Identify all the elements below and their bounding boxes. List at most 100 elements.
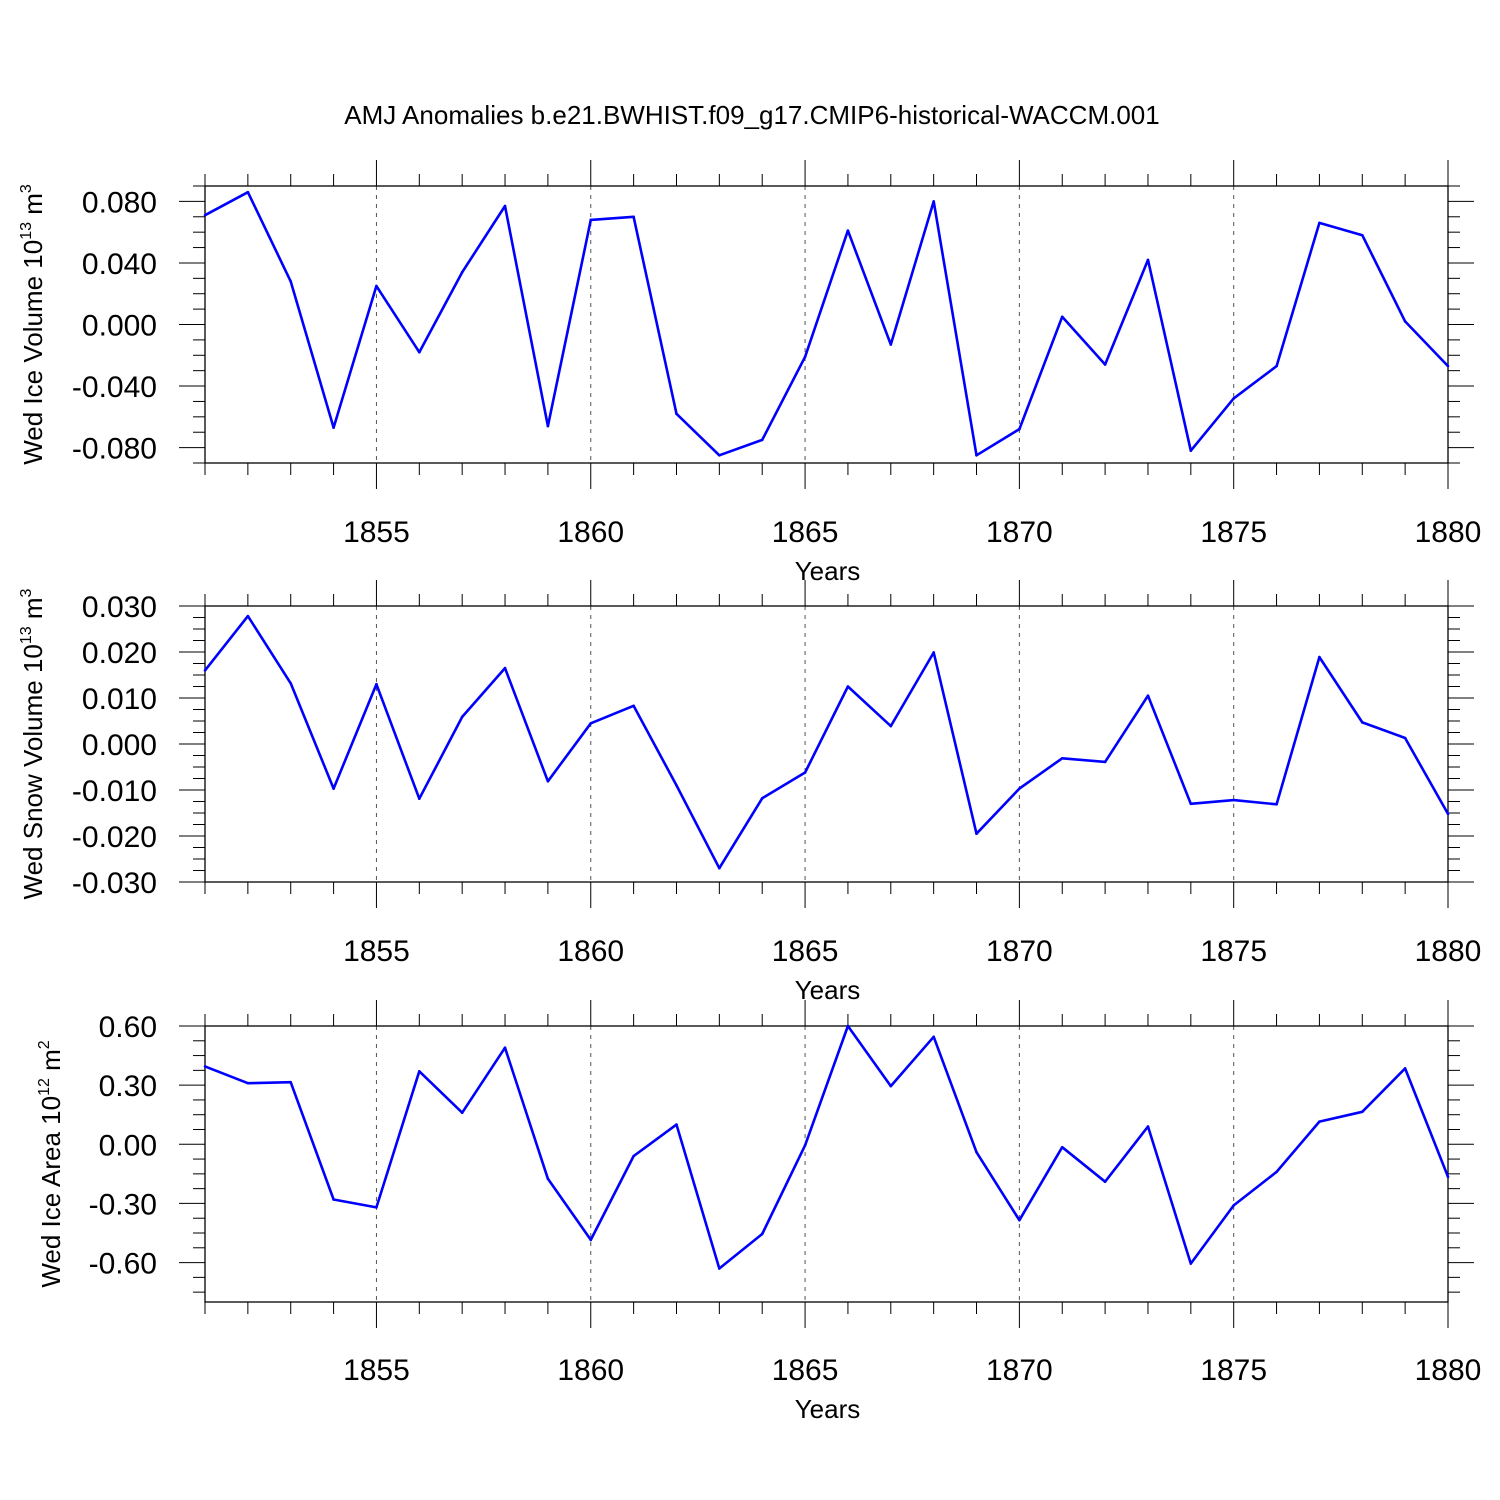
x-tick-label: 1865: [772, 516, 839, 549]
data-point: [203, 1065, 207, 1068]
y-tick-label: 0.000: [82, 310, 157, 343]
data-point: [332, 787, 335, 790]
data-point: [1275, 364, 1278, 368]
data-point: [546, 779, 550, 783]
series-line: [203, 614, 1450, 870]
x-tick-label: 1865: [772, 935, 839, 968]
data-point: [375, 682, 378, 686]
data-point: [503, 204, 507, 208]
data-point: [760, 438, 764, 442]
data-point: [246, 1081, 250, 1085]
data-point: [975, 1150, 978, 1154]
panel-1: 0.080 0.040 0.000 -0.040 -0.080 1855 1860 1865 1…: [18, 160, 1481, 586]
data-point: [246, 614, 250, 618]
data-point: [203, 213, 207, 217]
x-tick-label: 1875: [1200, 935, 1267, 968]
y-axis-title-unit-exponent: 3: [18, 184, 35, 193]
data-point: [1360, 233, 1364, 237]
data-point: [760, 796, 764, 800]
data-point: [1275, 1170, 1278, 1174]
x-tick-label: 1870: [986, 1354, 1053, 1387]
y-tick-label: 0.010: [82, 683, 157, 716]
series-line: [204, 1024, 1450, 1270]
y-tick-label: 0.30: [99, 1070, 157, 1103]
y-tick-label: 0.000: [82, 729, 157, 762]
x-tick-label: 1880: [1415, 935, 1482, 968]
x-tick-label: 1875: [1200, 1354, 1267, 1387]
y-axis-title-unit: m: [18, 193, 48, 222]
y-axis-title: Wed Ice Area 1012 m2: [36, 1040, 66, 1287]
plot-frame: [204, 185, 1449, 464]
y-tick-label: 0.030: [82, 591, 157, 624]
data-point: [1060, 315, 1064, 319]
data-point: [718, 454, 721, 457]
data-point: [975, 454, 978, 457]
y-axis-title: Wed Ice Volume 1013 m3: [18, 184, 48, 465]
y-tick-label: 0.080: [82, 186, 157, 219]
data-point: [675, 412, 678, 416]
data-point: [1189, 802, 1193, 806]
data-point: [1403, 1067, 1407, 1070]
y-tick-label: 0.020: [82, 637, 157, 670]
data-point: [846, 685, 850, 688]
data-point: [375, 1206, 378, 1209]
y-axis-title-text: Wed Ice Area 10: [36, 1096, 66, 1288]
data-point: [803, 771, 807, 774]
data-point: [246, 190, 250, 194]
data-point: [589, 218, 593, 222]
data-point: [1060, 756, 1064, 760]
y-axis-title-unit: m: [36, 1049, 66, 1078]
y-axis-title: Wed Snow Volume 1013 m3: [18, 588, 48, 899]
data-point: [418, 350, 421, 354]
y-tick-label: -0.30: [89, 1188, 157, 1221]
data-point: [1018, 787, 1021, 790]
data-point: [332, 1198, 335, 1201]
data-point: [1103, 363, 1107, 366]
y-axis-title-exponent: 12: [36, 1078, 53, 1096]
data-point: [1189, 1262, 1193, 1265]
x-tick-label: 1880: [1415, 1354, 1482, 1387]
x-tick-label: 1860: [557, 935, 624, 968]
x-tick-label: 1870: [986, 935, 1053, 968]
data-point: [375, 284, 378, 288]
data-point: [1146, 258, 1150, 262]
data-point: [718, 1267, 721, 1270]
data-point: [418, 1070, 421, 1073]
data-point: [589, 722, 593, 725]
x-tick-label: 1870: [986, 516, 1053, 549]
y-tick-label: -0.60: [89, 1248, 157, 1281]
y-axis-title-unit-exponent: 3: [18, 588, 35, 597]
data-point: [846, 229, 850, 232]
data-point: [546, 424, 550, 428]
data-point: [1403, 320, 1407, 323]
panel-2: 0.030 0.020 0.010 0.000 -0.010 -0.020 -0.030 18…: [18, 580, 1481, 1005]
x-axis-title: Years: [795, 556, 861, 586]
data-point: [418, 797, 421, 801]
y-axis-title-text: Wed Ice Volume 10: [18, 240, 48, 465]
y-tick-label: 0.040: [82, 248, 157, 281]
plot-frame: [204, 1025, 1449, 1303]
data-point: [889, 1084, 893, 1088]
x-tick-label: 1860: [557, 1354, 624, 1387]
data-point: [1018, 427, 1021, 431]
data-point: [546, 1177, 550, 1181]
x-tick-label: 1875: [1200, 516, 1267, 549]
y-tick-label: -0.080: [72, 433, 157, 466]
y-tick-label: 0.60: [99, 1011, 157, 1044]
data-point: [1360, 1110, 1364, 1114]
data-point: [1403, 736, 1407, 740]
y-tick-label: -0.040: [72, 371, 157, 404]
data-point: [760, 1232, 764, 1236]
data-point: [1232, 798, 1235, 802]
data-point: [289, 280, 293, 283]
data-point: [718, 866, 721, 870]
data-point: [1232, 1204, 1235, 1207]
data-point: [932, 1035, 935, 1039]
x-tick-label: 1855: [343, 516, 410, 549]
data-point: [632, 704, 635, 708]
data-point: [1446, 812, 1450, 816]
data-point: [1360, 721, 1364, 724]
data-point: [1146, 1125, 1150, 1128]
panels: 0.080 0.040 0.000 -0.040 -0.080 1855 1860 1865 1…: [18, 160, 1481, 1424]
